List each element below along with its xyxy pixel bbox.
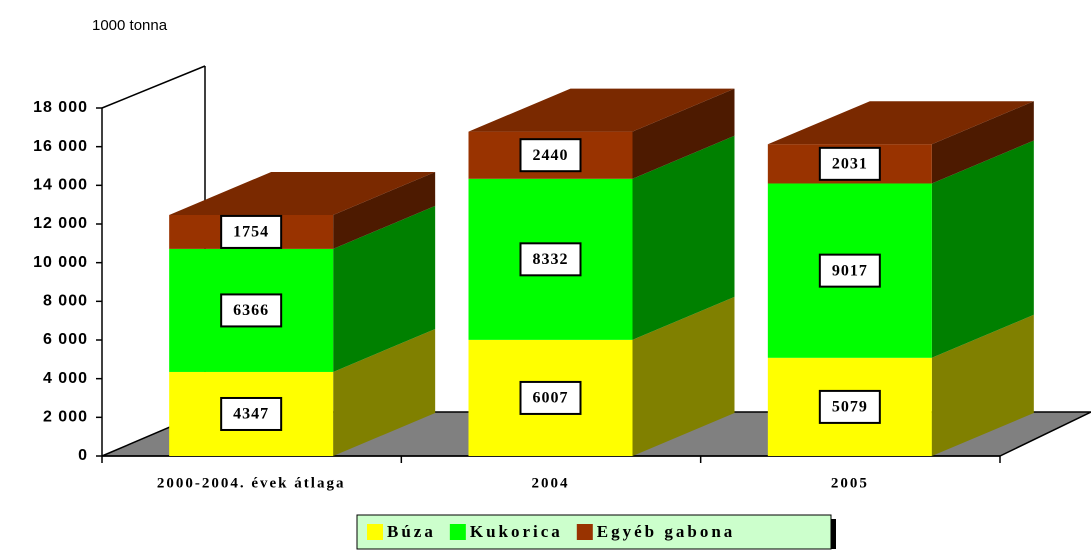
x-tick-label: 2004 — [532, 475, 570, 491]
value-label: 9017 — [832, 262, 868, 279]
y-tick-label: 0 — [78, 447, 88, 464]
value-label: 1754 — [233, 224, 269, 241]
y-tick-label: 2 000 — [43, 409, 88, 426]
bar-side — [931, 101, 1034, 184]
y-tick-label: 10 000 — [33, 254, 88, 271]
bar-side — [632, 296, 735, 456]
bar-side — [931, 140, 1034, 358]
y-tick-label: 16 000 — [33, 138, 88, 155]
back-wall-edge — [101, 65, 206, 109]
x-tick-label: 2000-2004. évek átlaga — [157, 475, 346, 491]
y-tick-label: 12 000 — [33, 215, 88, 232]
value-label-box — [220, 214, 283, 249]
value-label-box — [220, 396, 283, 431]
legend-label: Kukorica — [470, 522, 563, 541]
bar-side — [333, 328, 436, 456]
legend-swatch — [576, 524, 593, 540]
bar-top — [767, 101, 1034, 145]
legend — [356, 514, 832, 550]
value-label-box — [519, 242, 582, 277]
legend-label: Búza — [387, 522, 436, 541]
value-label: 2440 — [533, 147, 569, 164]
legend-label: Egyéb gabona — [597, 522, 736, 541]
y-tick-label: 14 000 — [33, 177, 88, 194]
legend-swatch — [449, 524, 466, 540]
value-label-box — [818, 389, 881, 424]
y-tick-label: 6 000 — [43, 331, 88, 348]
value-label: 6007 — [533, 390, 569, 407]
bar-side — [931, 314, 1034, 456]
value-label: 8332 — [533, 251, 569, 268]
legend-swatch — [367, 524, 383, 540]
value-label: 6366 — [233, 302, 269, 319]
x-tick-label: 2005 — [831, 475, 869, 491]
bar-side — [333, 171, 436, 249]
bar-side — [632, 88, 735, 179]
value-label: 2031 — [832, 156, 868, 173]
y-tick-label: 8 000 — [43, 293, 88, 310]
value-label: 5079 — [832, 399, 868, 416]
value-label-box — [818, 146, 881, 181]
bar-side — [632, 135, 735, 340]
bar-top — [468, 88, 735, 132]
value-label-box — [519, 380, 582, 415]
value-label: 4347 — [233, 406, 269, 423]
value-label-box — [818, 253, 881, 288]
bar-side — [333, 205, 436, 372]
y-axis-label: 1000 tonna — [92, 17, 168, 34]
bar-top — [169, 171, 436, 215]
value-label-box — [220, 293, 283, 328]
y-tick-label: 4 000 — [43, 370, 88, 387]
y-tick-label: 18 000 — [33, 99, 88, 116]
value-label-box — [519, 138, 582, 173]
